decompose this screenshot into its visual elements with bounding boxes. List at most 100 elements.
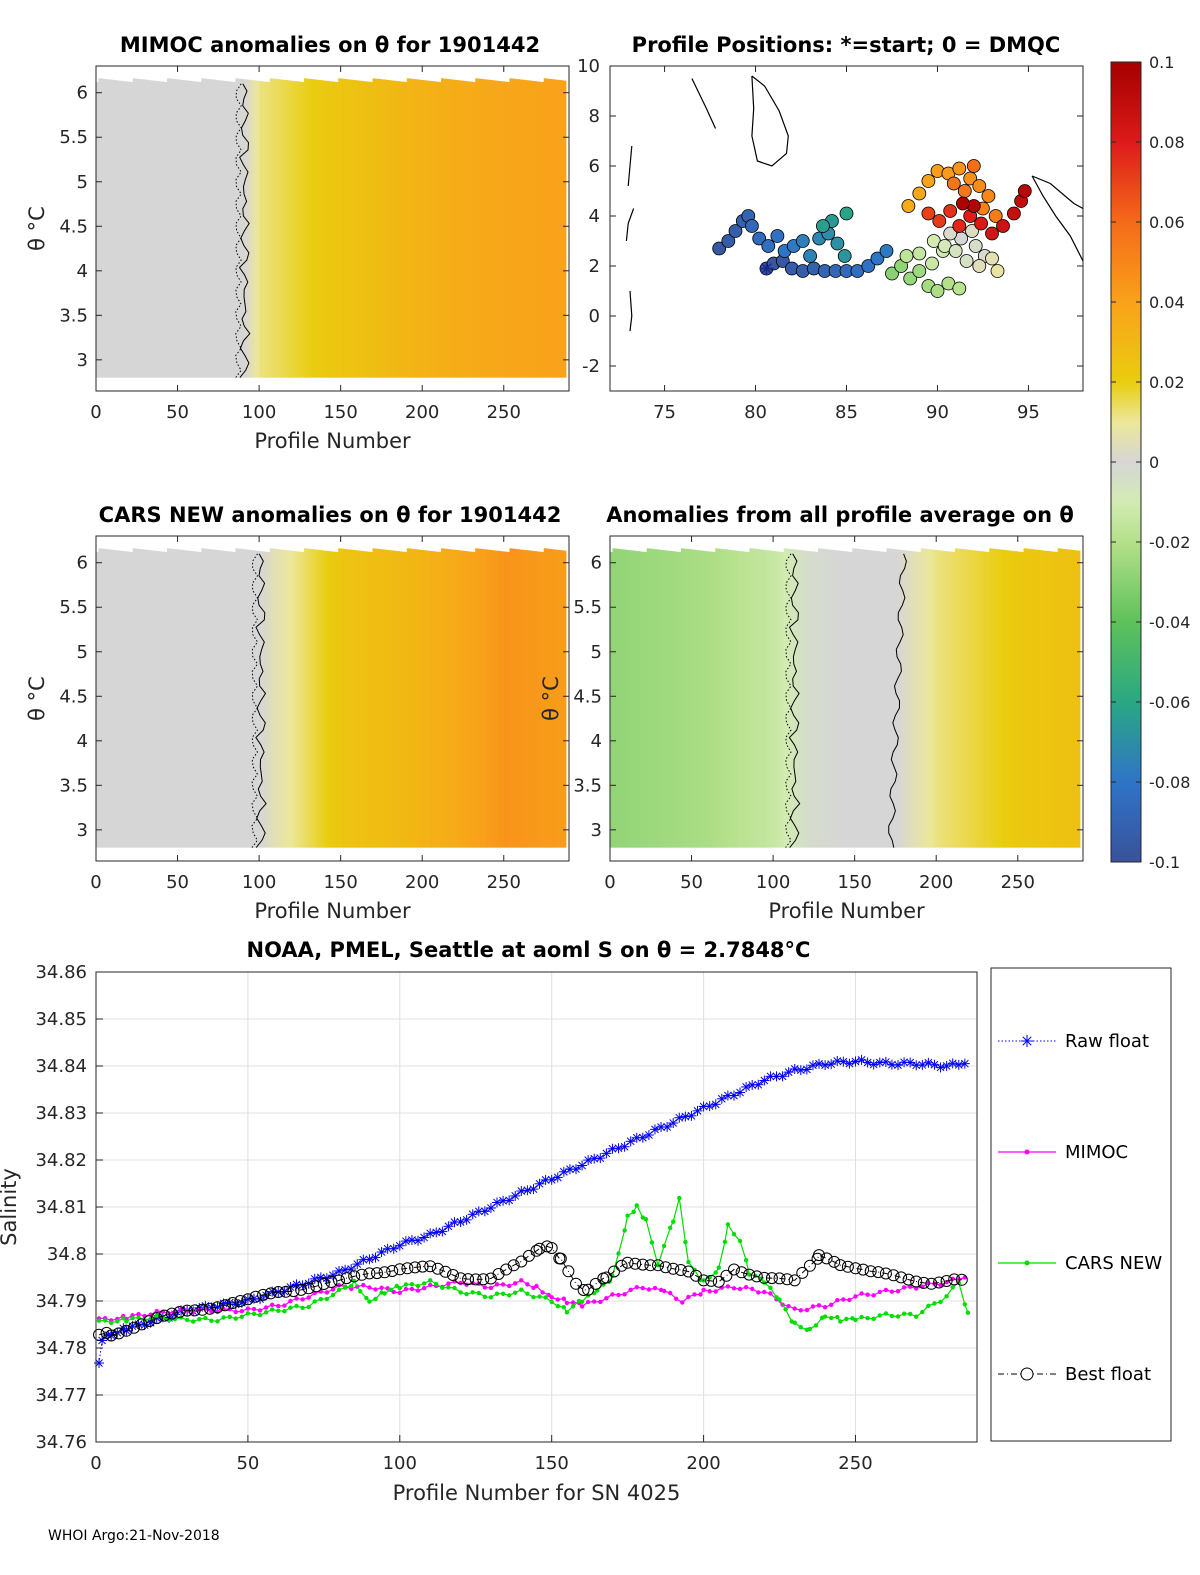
data-point-raw-float <box>777 1071 788 1082</box>
anomaly-strip <box>688 549 692 848</box>
raw-float-star <box>912 1061 921 1070</box>
data-point-best-float <box>363 1267 376 1280</box>
anomaly-strip <box>338 78 342 378</box>
anomaly-strip <box>377 548 381 848</box>
data-point-best-float <box>454 1272 467 1285</box>
anomaly-strip <box>179 549 183 848</box>
anomaly-strip <box>328 551 332 848</box>
data-point-best-float <box>317 1278 330 1290</box>
data-point-cars-new <box>926 1303 931 1309</box>
data-point-cars-new <box>294 1303 299 1309</box>
raw-float-star <box>113 1328 122 1337</box>
anomaly-strip <box>639 551 643 848</box>
anomaly-strip <box>277 79 281 378</box>
anomaly-strip <box>1060 548 1064 848</box>
anomaly-strip <box>465 551 469 848</box>
anomaly-strip <box>891 548 895 848</box>
anomaly-strip <box>849 552 853 848</box>
positions-panel: 75 80 85 90 95 -2 0 2 4 6 8 10 Profile Positions: *=… <box>577 33 1084 423</box>
profile-position-marker <box>985 226 999 241</box>
profile-position-marker <box>952 219 967 233</box>
profile-position-marker <box>930 284 945 298</box>
anomaly-strip <box>140 79 144 378</box>
data-point-best-float <box>864 1265 877 1278</box>
data-point-cars-new <box>622 1228 627 1233</box>
data-point-best-float <box>348 1270 361 1283</box>
anomaly-strip <box>313 549 317 848</box>
anomaly-strip <box>352 550 356 848</box>
coastline <box>1031 175 1084 262</box>
anomaly-strip <box>896 549 900 848</box>
x-tick-label: 50 <box>236 1453 259 1474</box>
anomaly-strip <box>511 548 516 848</box>
data-point-cars-new <box>96 1318 102 1323</box>
y-tick-label: 5.5 <box>573 597 602 618</box>
anomaly-strip <box>622 549 626 848</box>
data-point-mimoc <box>792 1306 797 1311</box>
anomaly-strip <box>1074 550 1078 848</box>
anomaly-strip <box>455 80 459 378</box>
data-point-best-float <box>173 1306 186 1318</box>
anomaly-strip <box>169 548 173 848</box>
raw-float-star <box>511 1192 520 1200</box>
anomaly-strip <box>206 548 210 848</box>
anomaly-strip <box>313 79 317 378</box>
anomaly-strip <box>504 81 508 378</box>
raw-float-star <box>802 1065 811 1074</box>
anomaly-strip <box>641 551 645 848</box>
x-tick-label: 200 <box>686 1453 720 1474</box>
legend-label: MIMOC <box>1065 1142 1128 1163</box>
data-point-mimoc <box>561 1296 566 1301</box>
anomaly-strip <box>206 78 210 378</box>
anomaly-strip <box>893 549 897 848</box>
data-point-cars-new <box>121 1316 126 1321</box>
raw-float-star <box>924 1058 933 1067</box>
anomaly-strip <box>213 79 217 378</box>
data-point-raw-float <box>947 1058 958 1069</box>
data-point-best-float <box>902 1273 915 1286</box>
x-tick-label: 80 <box>744 402 767 423</box>
data-point-mimoc <box>701 1287 706 1293</box>
y-tick-label: -2 <box>582 356 600 377</box>
data-point-cars-new <box>276 1308 281 1314</box>
anomaly-strip <box>279 549 283 848</box>
anomaly-strip <box>431 551 435 848</box>
anomaly-strip <box>174 549 178 848</box>
raw-float-star <box>766 1072 775 1081</box>
raw-float-star <box>821 1061 829 1070</box>
raw-float-star <box>875 1058 884 1067</box>
anomaly-strip <box>440 78 445 378</box>
anomaly-strip <box>999 549 1003 848</box>
anomaly-strip <box>747 552 751 848</box>
anomaly-strip <box>377 78 381 378</box>
anomaly-strip <box>610 552 614 848</box>
profile-position-marker <box>837 249 852 263</box>
anomaly-strip <box>252 550 256 848</box>
anomaly-strip <box>560 550 564 848</box>
anomaly-strip <box>920 548 924 848</box>
data-point-cars-new <box>549 1299 554 1305</box>
anomaly-strip <box>881 551 885 848</box>
y-tick-label: 34.86 <box>35 962 87 983</box>
raw-float-star <box>572 1165 580 1174</box>
anomaly-strip <box>291 80 295 378</box>
data-point-raw-float <box>692 1105 703 1116</box>
profile-position-marker <box>712 241 727 256</box>
anomaly-strip <box>308 548 312 848</box>
anomaly-strip <box>976 550 981 848</box>
x-tick-label: 250 <box>487 872 521 893</box>
data-point-cars-new <box>209 1318 214 1324</box>
anomaly-strip <box>710 551 714 848</box>
anomaly-strip <box>886 548 890 848</box>
data-point-cars-new <box>428 1278 433 1283</box>
zero-contour <box>255 553 267 848</box>
anomaly-strip <box>284 80 288 378</box>
anomaly-strip <box>646 548 650 848</box>
raw-float-star <box>681 1112 690 1121</box>
data-point-best-float <box>431 1262 444 1275</box>
anomaly-strip <box>272 78 276 378</box>
anomaly-strip <box>338 548 342 848</box>
anomaly-strip <box>472 552 476 848</box>
anomaly-strip <box>453 549 457 848</box>
anomaly-strip <box>142 79 146 378</box>
